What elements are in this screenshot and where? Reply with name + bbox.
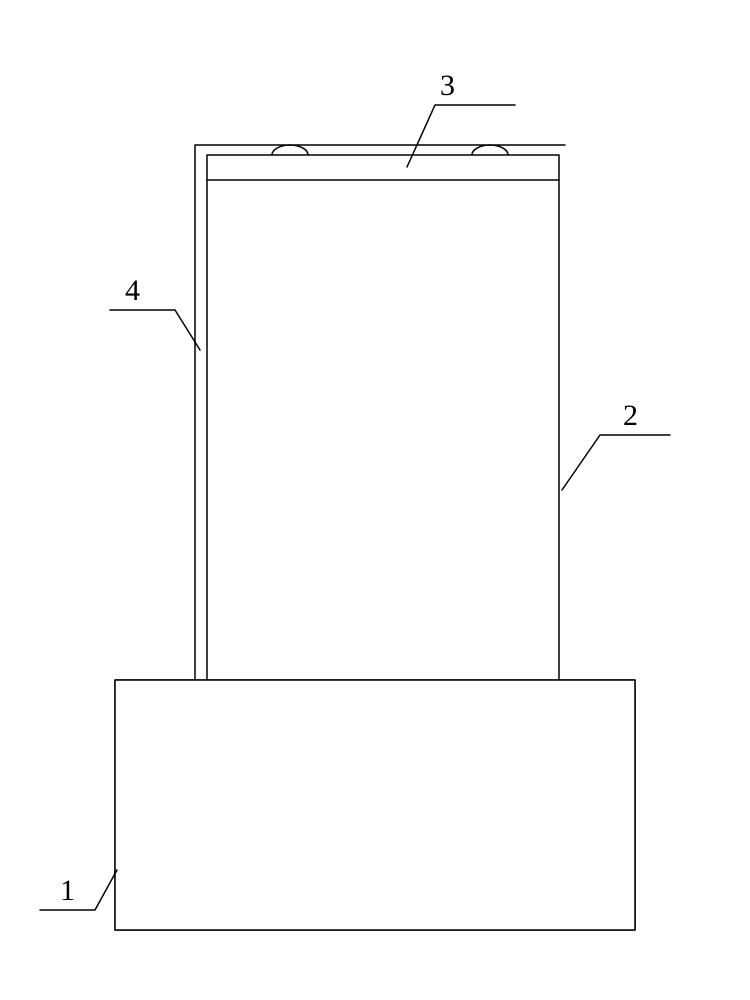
knob-left	[272, 145, 308, 155]
leader-l4	[110, 310, 200, 350]
leader-l1	[40, 870, 117, 910]
label-l3: 3	[440, 69, 455, 102]
upper-body	[207, 155, 559, 680]
label-l2: 2	[623, 399, 638, 432]
label-l1: 1	[60, 874, 75, 907]
leader-l2	[562, 435, 670, 490]
knob-right	[472, 145, 508, 155]
base-block-front	[115, 680, 635, 930]
label-l4: 4	[125, 274, 140, 307]
